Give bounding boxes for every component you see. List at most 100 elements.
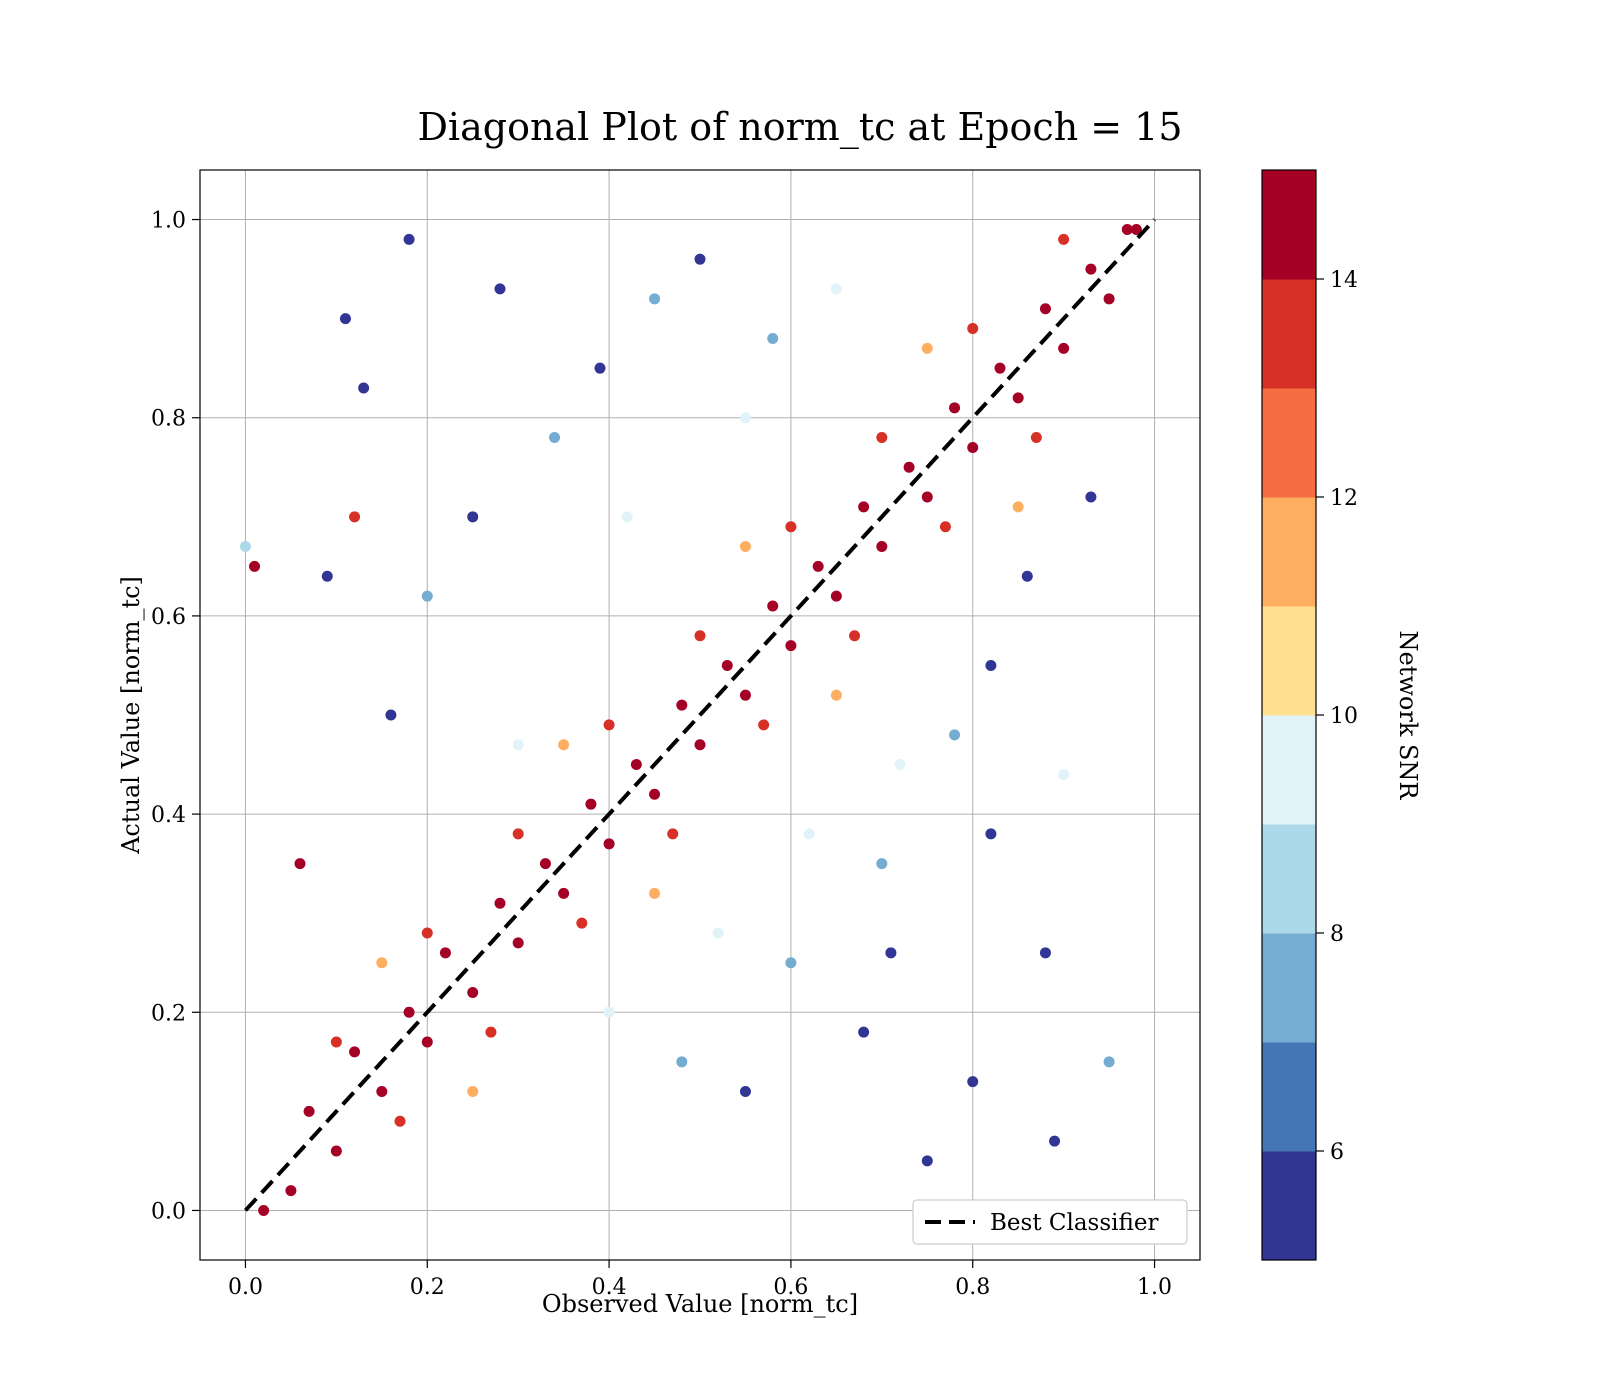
- y-tick-label: 0.6: [151, 605, 186, 630]
- scatter-point: [421, 1036, 433, 1048]
- scatter-point: [403, 233, 415, 245]
- legend-label-best-classifier: Best Classifier: [990, 1210, 1158, 1236]
- scatter-point: [467, 1086, 479, 1098]
- x-tick-label: 0.6: [773, 1275, 808, 1300]
- legend: Best Classifier: [912, 1199, 1188, 1245]
- scatter-point: [349, 511, 361, 523]
- scatter-point: [1030, 432, 1042, 444]
- scatter-point: [1121, 223, 1133, 235]
- scatter-point: [985, 659, 997, 671]
- colorbar-band: [1262, 933, 1316, 1043]
- scatter-point: [630, 759, 642, 771]
- scatter-point: [667, 828, 679, 840]
- colorbar-band: [1262, 1042, 1316, 1152]
- scatter-point: [376, 957, 388, 969]
- scatter-point: [876, 541, 888, 553]
- colorbar-tick-label: 6: [1330, 1140, 1344, 1165]
- colorbar: 6 8 10 12 14 Network SNR: [1261, 169, 1422, 1261]
- scatter-point: [512, 937, 524, 949]
- scatter-point: [603, 838, 615, 850]
- scatter-point: [939, 521, 951, 533]
- scatter-point: [758, 719, 770, 731]
- scatter-point: [1103, 1056, 1115, 1068]
- scatter-point: [1021, 570, 1033, 582]
- scatter-point: [330, 1036, 342, 1048]
- colorbar-band: [1262, 824, 1316, 934]
- scatter-point: [1058, 768, 1070, 780]
- colorbar-band: [1262, 279, 1316, 389]
- x-tick-label: 0.0: [228, 1275, 263, 1300]
- scatter-point: [558, 887, 570, 899]
- scatter-point: [621, 511, 633, 523]
- scatter-point: [294, 858, 306, 870]
- scatter-point: [921, 342, 933, 354]
- scatter-point: [721, 659, 733, 671]
- scatter-point: [1058, 233, 1070, 245]
- colorbar-band: [1262, 170, 1316, 280]
- colorbar-band: [1262, 1151, 1316, 1261]
- colorbar-tick-label: 12: [1330, 486, 1358, 511]
- colorbar-band: [1262, 497, 1316, 607]
- scatter-point: [349, 1046, 361, 1058]
- y-tick-label: 0.2: [151, 1001, 186, 1026]
- scatter-point: [830, 689, 842, 701]
- plot-area: 0.0 0.2 0.4 0.6 0.8 1.0 0.0 0.2 0.4 0.6 0.8 1.0: [151, 169, 1201, 1300]
- scatter-point: [739, 1086, 751, 1098]
- scatter-point: [803, 828, 815, 840]
- scatter-point: [358, 382, 370, 394]
- scatter-point: [494, 283, 506, 295]
- scatter-point: [785, 640, 797, 652]
- scatter-point: [249, 560, 261, 572]
- scatter-point: [594, 362, 606, 374]
- scatter-point: [1049, 1135, 1061, 1147]
- scatter-point: [767, 600, 779, 612]
- scatter-point: [1058, 342, 1070, 354]
- scatter-point: [921, 1155, 933, 1167]
- scatter-point: [849, 630, 861, 642]
- scatter-point: [585, 798, 597, 810]
- scatter-point: [767, 332, 779, 344]
- scatter-point: [949, 402, 961, 414]
- scatter-point: [739, 412, 751, 424]
- scatter-point: [903, 461, 915, 473]
- scatter-point: [512, 739, 524, 751]
- scatter-point: [467, 986, 479, 998]
- colorbar-tick-label: 8: [1330, 922, 1344, 947]
- scatter-point: [512, 828, 524, 840]
- scatter-point: [739, 689, 751, 701]
- x-axis-ticks: 0.0 0.2 0.4 0.6 0.8 1.0: [228, 1260, 1172, 1300]
- colorbar-ticks: 6 8 10 12 14: [1316, 268, 1358, 1165]
- scatter-point: [421, 590, 433, 602]
- scatter-point: [876, 432, 888, 444]
- scatter-point: [439, 947, 451, 959]
- scatter-point: [1130, 223, 1142, 235]
- scatter-point: [967, 441, 979, 453]
- scatter-point: [876, 858, 888, 870]
- scatter-points: [239, 223, 1142, 1216]
- scatter-point: [1085, 263, 1097, 275]
- scatter-point: [485, 1026, 497, 1038]
- x-tick-label: 1.0: [1137, 1275, 1172, 1300]
- scatter-point: [785, 521, 797, 533]
- scatter-point: [967, 323, 979, 335]
- best-classifier-line: [243, 218, 1157, 1212]
- plot-frame: [199, 169, 1201, 1261]
- colorbar-band: [1262, 606, 1316, 716]
- grid-lines: [200, 170, 1200, 1260]
- scatter-point: [1012, 501, 1024, 513]
- x-tick-label: 0.8: [955, 1275, 990, 1300]
- scatter-point: [967, 1076, 979, 1088]
- scatter-point: [694, 630, 706, 642]
- y-tick-label: 0.4: [151, 803, 186, 828]
- scatter-point: [1103, 293, 1115, 305]
- scatter-point: [985, 828, 997, 840]
- scatter-point: [339, 313, 351, 325]
- scatter-point: [239, 541, 251, 553]
- colorbar-band: [1262, 388, 1316, 498]
- scatter-point: [949, 729, 961, 741]
- scatter-point: [649, 293, 661, 305]
- x-tick-label: 0.2: [410, 1275, 445, 1300]
- scatter-point: [603, 719, 615, 731]
- colorbar-label: Network SNR: [1394, 631, 1422, 801]
- scatter-point: [1012, 392, 1024, 404]
